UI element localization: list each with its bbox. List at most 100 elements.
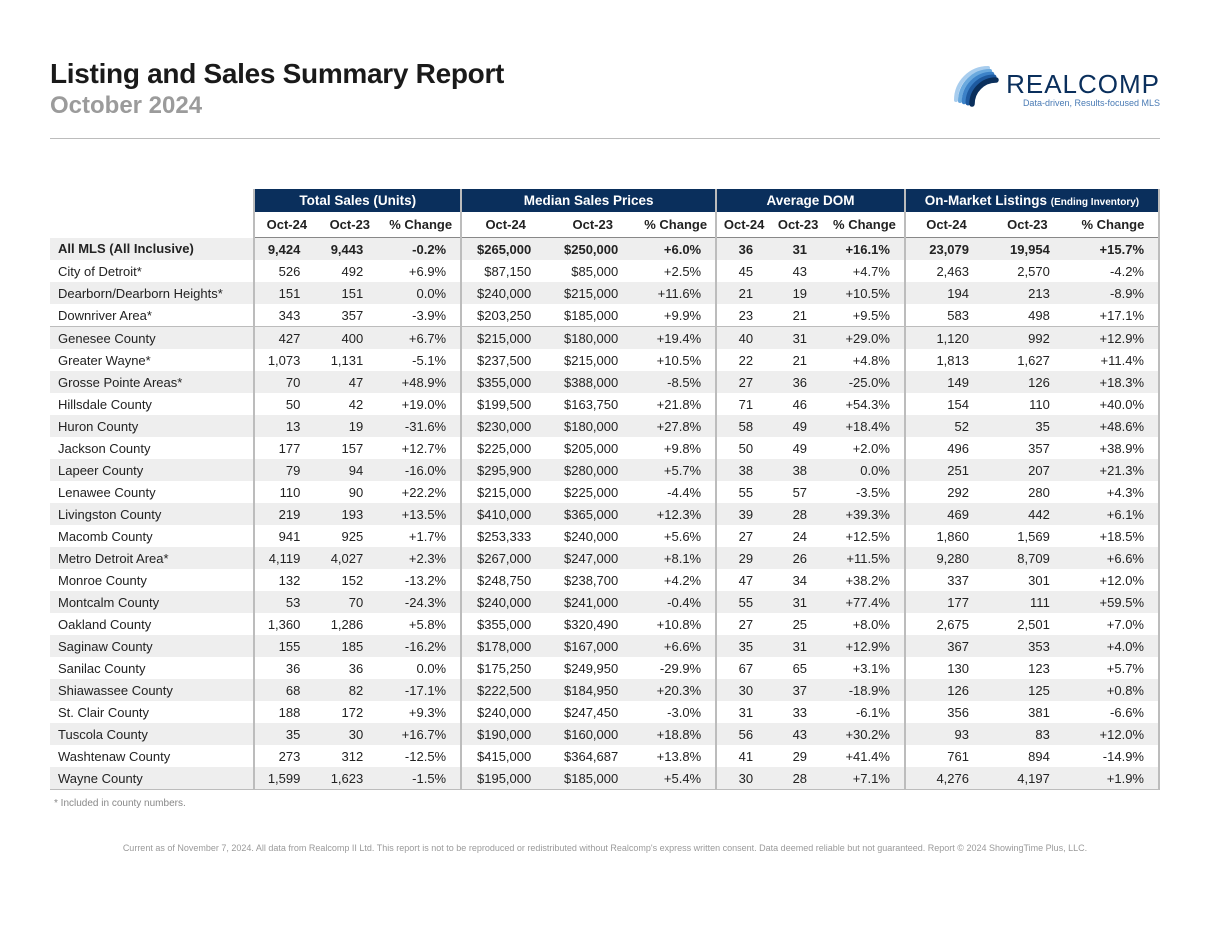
data-cell: 28 bbox=[771, 503, 825, 525]
table-row: Livingston County219193+13.5%$410,000$36… bbox=[50, 503, 1159, 525]
row-label: Shiawassee County bbox=[50, 679, 254, 701]
data-cell: -14.9% bbox=[1068, 745, 1159, 767]
data-cell: +9.8% bbox=[636, 437, 716, 459]
data-cell: +11.4% bbox=[1068, 349, 1159, 371]
disclaimer-text: Current as of November 7, 2024. All data… bbox=[50, 843, 1160, 853]
table-row: Shiawassee County6882-17.1%$222,500$184,… bbox=[50, 679, 1159, 701]
data-cell: +4.3% bbox=[1068, 481, 1159, 503]
data-cell: 71 bbox=[716, 393, 771, 415]
data-cell: 761 bbox=[905, 745, 987, 767]
data-cell: -6.6% bbox=[1068, 701, 1159, 723]
data-cell: 23,079 bbox=[905, 238, 987, 261]
table-row: Genesee County427400+6.7%$215,000$180,00… bbox=[50, 327, 1159, 350]
data-cell: $160,000 bbox=[549, 723, 636, 745]
table-row: Macomb County941925+1.7%$253,333$240,000… bbox=[50, 525, 1159, 547]
data-cell: 83 bbox=[987, 723, 1068, 745]
data-cell: 8,709 bbox=[987, 547, 1068, 569]
data-cell: 49 bbox=[771, 415, 825, 437]
data-cell: +9.5% bbox=[825, 304, 905, 327]
data-cell: +38.2% bbox=[825, 569, 905, 591]
data-cell: 79 bbox=[254, 459, 318, 481]
table-row: Grosse Pointe Areas*7047+48.9%$355,000$3… bbox=[50, 371, 1159, 393]
row-label: Huron County bbox=[50, 415, 254, 437]
data-cell: $320,490 bbox=[549, 613, 636, 635]
data-cell: -0.4% bbox=[636, 591, 716, 613]
data-cell: -12.5% bbox=[381, 745, 461, 767]
summary-table: Total Sales (Units) Median Sales Prices … bbox=[50, 189, 1160, 790]
data-cell: 19 bbox=[318, 415, 381, 437]
data-cell: +13.8% bbox=[636, 745, 716, 767]
data-cell: -3.5% bbox=[825, 481, 905, 503]
row-label: Saginaw County bbox=[50, 635, 254, 657]
row-label: Montcalm County bbox=[50, 591, 254, 613]
data-cell: 70 bbox=[254, 371, 318, 393]
data-cell: -13.2% bbox=[381, 569, 461, 591]
data-cell: 30 bbox=[716, 679, 771, 701]
header-divider bbox=[50, 138, 1160, 139]
data-cell: 193 bbox=[318, 503, 381, 525]
data-cell: 67 bbox=[716, 657, 771, 679]
table-row: City of Detroit*526492+6.9%$87,150$85,00… bbox=[50, 260, 1159, 282]
sub-oct24: Oct-24 bbox=[461, 212, 549, 238]
table-row: Lapeer County7994-16.0%$295,900$280,000+… bbox=[50, 459, 1159, 481]
row-label: All MLS (All Inclusive) bbox=[50, 238, 254, 261]
data-cell: 4,276 bbox=[905, 767, 987, 790]
row-label: Macomb County bbox=[50, 525, 254, 547]
data-cell: 126 bbox=[987, 371, 1068, 393]
data-cell: +41.4% bbox=[825, 745, 905, 767]
data-cell: +16.7% bbox=[381, 723, 461, 745]
data-cell: 34 bbox=[771, 569, 825, 591]
data-cell: 35 bbox=[716, 635, 771, 657]
data-cell: 2,675 bbox=[905, 613, 987, 635]
data-cell: +12.5% bbox=[825, 525, 905, 547]
data-cell: 526 bbox=[254, 260, 318, 282]
table-row: Metro Detroit Area*4,1194,027+2.3%$267,0… bbox=[50, 547, 1159, 569]
data-cell: +5.4% bbox=[636, 767, 716, 790]
row-label: Monroe County bbox=[50, 569, 254, 591]
data-cell: +19.4% bbox=[636, 327, 716, 350]
data-cell: 492 bbox=[318, 260, 381, 282]
data-cell: 2,570 bbox=[987, 260, 1068, 282]
data-cell: 177 bbox=[905, 591, 987, 613]
group-total-sales: Total Sales (Units) bbox=[254, 189, 461, 212]
data-cell: 992 bbox=[987, 327, 1068, 350]
data-cell: 55 bbox=[716, 481, 771, 503]
data-cell: +12.0% bbox=[1068, 723, 1159, 745]
data-cell: 31 bbox=[771, 635, 825, 657]
data-cell: -17.1% bbox=[381, 679, 461, 701]
data-cell: -29.9% bbox=[636, 657, 716, 679]
data-cell: 1,623 bbox=[318, 767, 381, 790]
data-cell: +59.5% bbox=[1068, 591, 1159, 613]
data-cell: $185,000 bbox=[549, 767, 636, 790]
sub-pct: % Change bbox=[1068, 212, 1159, 238]
data-cell: +48.6% bbox=[1068, 415, 1159, 437]
row-label: Greater Wayne* bbox=[50, 349, 254, 371]
report-header: Listing and Sales Summary Report October… bbox=[50, 58, 1160, 120]
data-cell: 273 bbox=[254, 745, 318, 767]
table-footnote: * Included in county numbers. bbox=[54, 798, 1160, 809]
data-cell: 194 bbox=[905, 282, 987, 304]
data-cell: $295,900 bbox=[461, 459, 549, 481]
header-spacer bbox=[50, 189, 254, 212]
data-cell: 49 bbox=[771, 437, 825, 459]
data-cell: +40.0% bbox=[1068, 393, 1159, 415]
data-cell: 68 bbox=[254, 679, 318, 701]
data-cell: +5.7% bbox=[1068, 657, 1159, 679]
data-cell: +12.9% bbox=[1068, 327, 1159, 350]
data-cell: 357 bbox=[318, 304, 381, 327]
data-cell: $180,000 bbox=[549, 415, 636, 437]
data-cell: -8.9% bbox=[1068, 282, 1159, 304]
data-cell: 356 bbox=[905, 701, 987, 723]
data-cell: 381 bbox=[987, 701, 1068, 723]
data-cell: 36 bbox=[716, 238, 771, 261]
data-cell: 21 bbox=[771, 349, 825, 371]
data-cell: 894 bbox=[987, 745, 1068, 767]
data-cell: 42 bbox=[318, 393, 381, 415]
data-cell: $184,950 bbox=[549, 679, 636, 701]
data-cell: $265,000 bbox=[461, 238, 549, 261]
data-cell: 31 bbox=[716, 701, 771, 723]
subheader-spacer bbox=[50, 212, 254, 238]
data-cell: 154 bbox=[905, 393, 987, 415]
data-cell: 70 bbox=[318, 591, 381, 613]
data-cell: 50 bbox=[254, 393, 318, 415]
